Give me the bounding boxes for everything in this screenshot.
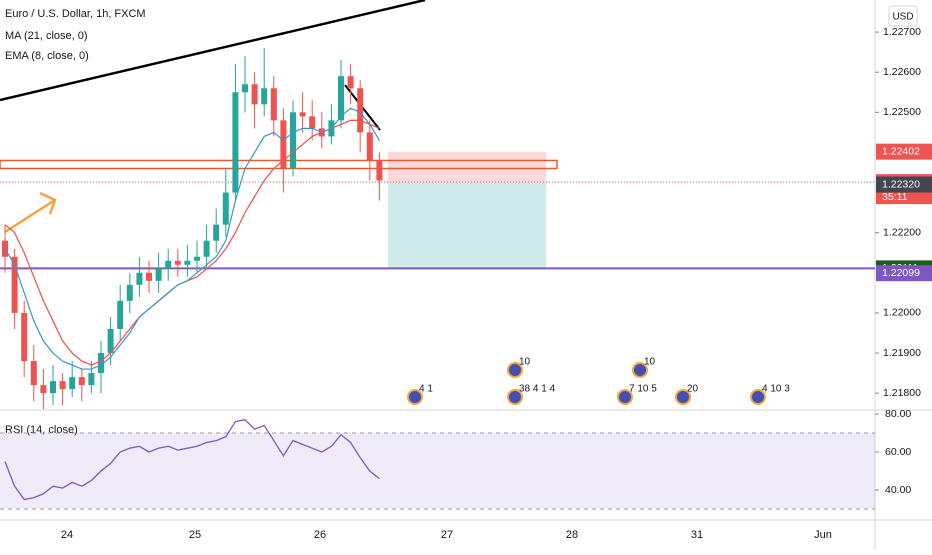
candle-body [194,256,200,261]
candle-body [146,272,152,281]
chart-title: Euro / U.S. Dollar, 1h, FXCM [5,8,146,20]
event-label[interactable]: 4 1 [419,384,433,395]
x-tick-label: Jun [814,529,832,541]
price-badge-label: 1.22320 [882,178,920,190]
candle-body [69,377,76,390]
candle-body [78,377,85,386]
candle-body [136,272,143,285]
candle-body [50,381,56,394]
candle-body [98,353,104,374]
candle-body [174,260,181,265]
candle-body [59,381,66,390]
zone [0,159,558,170]
candle-body [376,160,383,181]
event-label[interactable]: 20 [687,384,699,395]
x-tick-label: 24 [61,529,73,541]
candle-body [11,256,18,313]
candle-body [309,116,316,129]
candle-body [299,112,306,117]
y-tick-label: 1.22000 [883,307,921,319]
candle-body [88,373,95,386]
candle-body [40,385,47,394]
candle-body [126,284,133,301]
x-tick-label: 27 [441,529,453,541]
candle-body [347,76,354,89]
candle-body [366,132,373,161]
rsi-band [0,432,875,509]
event-icon [750,389,766,405]
arrow [4,191,57,234]
candle-body [222,192,229,225]
y-tick-label: 1.21900 [883,347,921,359]
rsi-line [4,418,380,501]
price-badge [876,265,932,282]
x-tick-label: 28 [566,529,578,541]
x-tick-label: 26 [314,529,326,541]
countdown: 35:11 [882,191,908,203]
event-icon [407,389,423,405]
indicator-label: EMA (8, close, 0) [5,50,89,62]
candle-body [107,328,114,354]
candle-body [165,260,172,269]
price-badge-label: 1.22402 [882,145,920,157]
currency: USD [892,12,913,23]
event-icon [675,389,691,405]
candle-body [338,76,344,121]
countdown-badge [876,190,932,205]
stop-zone [388,151,546,183]
candle-body [280,120,287,169]
event-label[interactable]: 7 10 5 [629,384,657,395]
rsi-tick-label: 60.00 [885,446,911,458]
candle-body [117,300,124,329]
price-badge [876,176,932,193]
candle-body [30,361,37,386]
trend-line [0,0,426,102]
event-label[interactable]: 10 [644,357,656,368]
event-label[interactable]: 38 4 1 4 [519,384,556,395]
candle-body [155,268,162,281]
target-zone [388,182,546,269]
y-tick-label: 1.22500 [883,106,921,118]
candle-body [242,84,248,93]
candle-body [270,88,277,121]
event-label[interactable]: 4 10 3 [762,384,790,395]
indicator-line [4,119,380,366]
event-icon [507,362,523,378]
indicator-label: MA (21, close, 0) [5,30,88,42]
rsi-tick-label: 80.00 [885,408,911,420]
event-icon [507,389,523,405]
price-badge-label: 1.22099 [882,267,920,279]
y-tick-label: 1.22700 [883,26,921,38]
candle-body [251,84,258,105]
x-tick-label: 31 [691,529,703,541]
candle-body [232,92,239,193]
candle-body [261,88,268,105]
event-label[interactable]: 10 [519,357,531,368]
x-tick-label: 25 [189,529,201,541]
event-icon [617,389,633,405]
currency-box[interactable] [888,5,918,27]
price-badge [876,143,932,160]
candle-body [203,240,210,257]
y-tick-label: 1.22200 [883,226,921,238]
candle-body [213,224,220,241]
y-tick-label: 1.22600 [883,66,921,78]
candle-body [21,312,28,362]
event-icon [632,362,648,378]
candle-body [184,260,191,265]
candle-body [357,88,364,133]
indicator-line [4,107,380,370]
rsi-tick-label: 40.00 [885,484,911,496]
y-tick-label: 1.21800 [883,387,921,399]
candle-body [290,112,296,169]
